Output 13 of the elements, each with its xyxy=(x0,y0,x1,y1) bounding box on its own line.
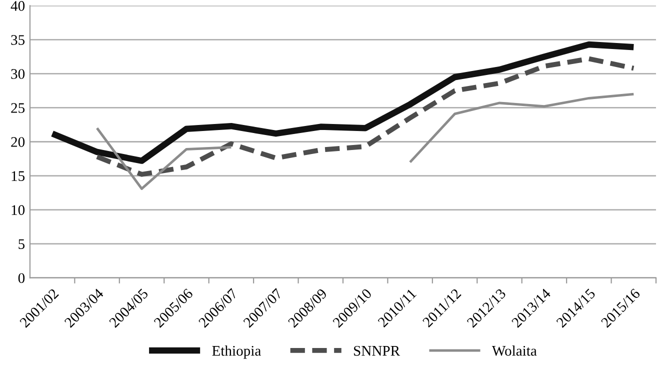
y-tick-label: 20 xyxy=(11,137,25,147)
y-tick-label: 35 xyxy=(11,35,25,45)
y-tick-label: 5 xyxy=(18,239,25,250)
y-tick-label: 0 xyxy=(18,273,25,284)
legend-label: Wolaita xyxy=(492,345,537,356)
legend-label: SNNPR xyxy=(354,346,400,356)
y-tick-label: 30 xyxy=(11,69,25,79)
line-series xyxy=(94,56,636,177)
legend-label: Ethiopia xyxy=(212,345,261,359)
y-tick-label: 25 xyxy=(11,103,25,113)
y-tick-label: 40 xyxy=(10,1,25,11)
y-tick-label: 15 xyxy=(12,171,25,181)
y-tick-label: 10 xyxy=(12,205,25,215)
